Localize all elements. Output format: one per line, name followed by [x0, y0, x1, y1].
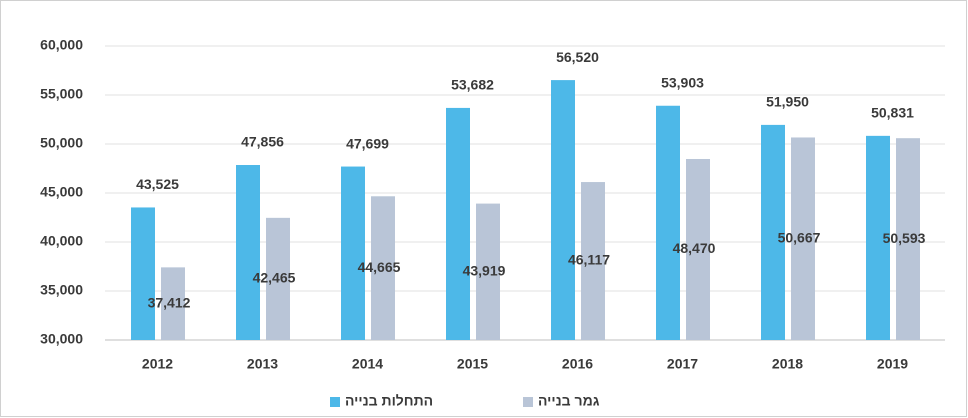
data-label: 44,665 — [358, 259, 401, 275]
bar — [686, 158, 710, 340]
bar — [581, 182, 605, 340]
legend-swatch — [523, 397, 533, 407]
x-tick-label: 2016 — [562, 356, 593, 372]
data-label: 53,903 — [661, 74, 704, 90]
bar — [446, 107, 470, 340]
data-label: 50,831 — [871, 105, 914, 121]
y-tick-label: 50,000 — [40, 135, 83, 151]
y-tick-label: 35,000 — [40, 282, 83, 298]
bar — [341, 166, 365, 340]
y-tick-label: 55,000 — [40, 86, 83, 102]
legend-label: התחלות בנייה — [345, 393, 433, 409]
data-label: 47,856 — [241, 134, 284, 150]
bar — [761, 124, 785, 340]
y-tick-label: 30,000 — [40, 331, 83, 347]
bar — [371, 196, 395, 340]
data-label: 56,520 — [556, 49, 599, 65]
bar — [476, 203, 500, 340]
data-label: 37,412 — [148, 294, 191, 310]
x-tick-label: 2018 — [772, 356, 803, 372]
data-label: 53,682 — [451, 77, 494, 93]
y-tick-label: 60,000 — [40, 37, 83, 53]
bar — [791, 137, 815, 340]
x-tick-label: 2017 — [667, 356, 698, 372]
y-tick-label: 40,000 — [40, 233, 83, 249]
bar — [866, 135, 890, 340]
data-label: 43,919 — [463, 263, 506, 279]
data-label: 48,470 — [673, 240, 716, 256]
x-tick-label: 2014 — [352, 356, 383, 372]
bar — [236, 165, 260, 340]
bar — [131, 207, 155, 340]
legend-swatch — [330, 397, 340, 407]
data-label: 50,593 — [883, 230, 926, 246]
data-label: 50,667 — [778, 229, 821, 245]
data-label: 43,525 — [136, 176, 179, 192]
data-label: 51,950 — [766, 94, 809, 110]
y-tick-label: 45,000 — [40, 184, 83, 200]
bar — [161, 267, 185, 340]
x-tick-label: 2015 — [457, 356, 488, 372]
x-tick-label: 2019 — [877, 356, 908, 372]
bar — [551, 80, 575, 340]
bar — [656, 105, 680, 340]
data-label: 47,699 — [346, 135, 389, 151]
x-tick-label: 2012 — [142, 356, 173, 372]
bar — [266, 217, 290, 340]
x-tick-label: 2013 — [247, 356, 278, 372]
bar — [896, 138, 920, 340]
legend-label: גמר בנייה — [538, 393, 600, 409]
data-label: 46,117 — [568, 252, 610, 268]
data-label: 42,465 — [253, 270, 296, 286]
